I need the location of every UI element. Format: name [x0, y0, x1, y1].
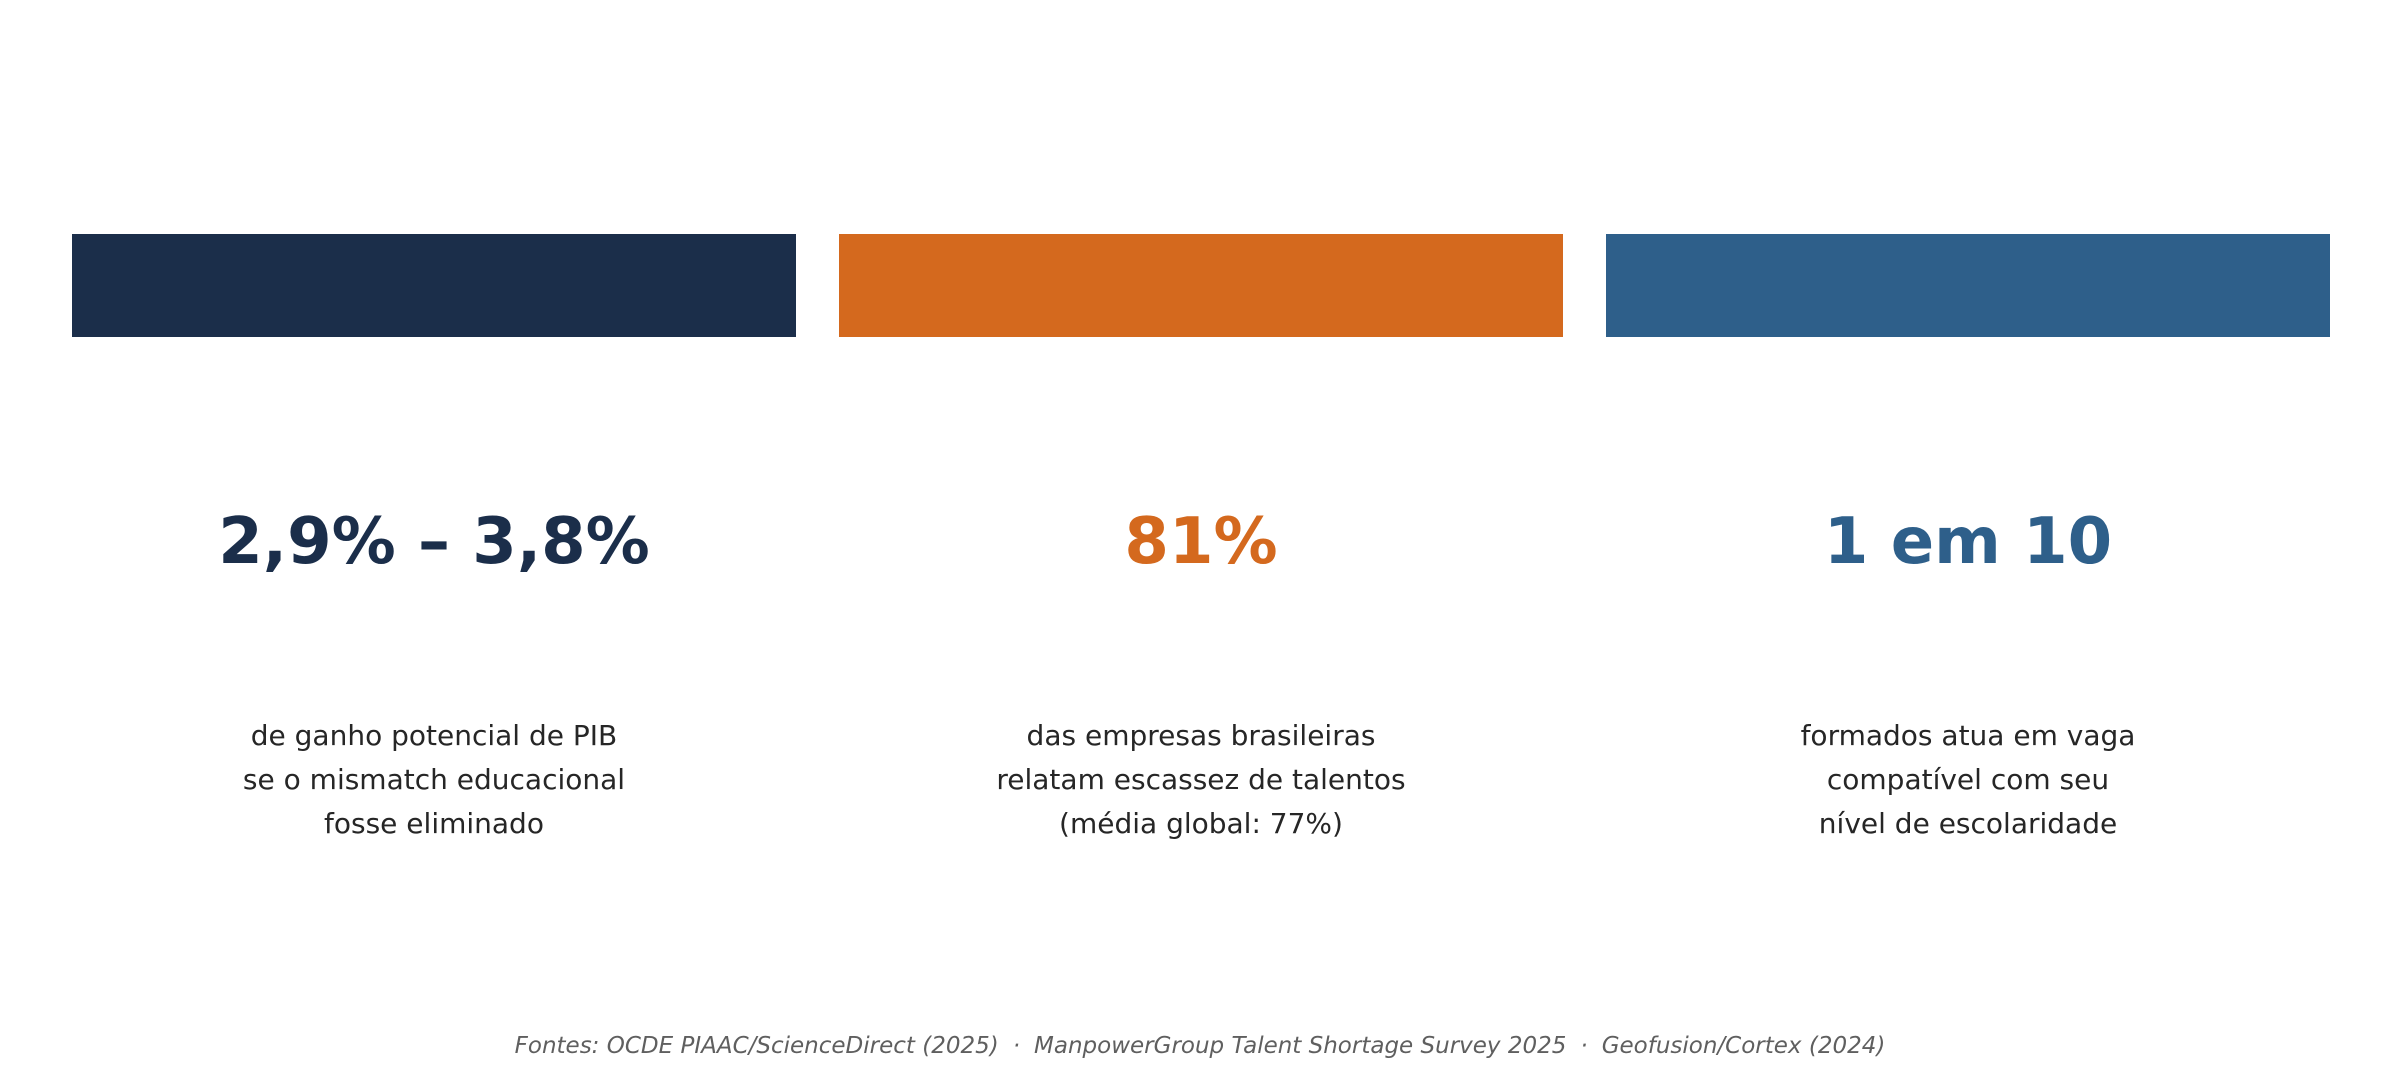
source-item: Geofusion/Cortex (2024): [1601, 1033, 1886, 1059]
description-line: das empresas brasileiras: [1026, 719, 1376, 752]
source-separator: ·: [1012, 1033, 1021, 1059]
source-item: OCDE PIAAC/ScienceDirect (2025): [606, 1033, 999, 1059]
description-line: formados atua em vaga: [1800, 719, 2136, 752]
color-bar: [1606, 234, 2330, 337]
description-line: (média global: 77%): [1059, 807, 1343, 840]
description-line: nível de escolaridade: [1818, 807, 2118, 840]
source-separator: ·: [1580, 1033, 1588, 1059]
stat-description: de ganho potencial de PIB se o mismatch …: [72, 714, 796, 846]
stat-value: 81%: [1124, 505, 1278, 579]
stat-description: formados atua em vaga compatível com seu…: [1606, 714, 2330, 846]
description-line: relatam escassez de talentos: [996, 763, 1406, 796]
stat-card-talent-shortage: 81% das empresas brasileiras relatam esc…: [839, 0, 1563, 1080]
source-item: ManpowerGroup Talent Shortage Survey 202…: [1034, 1033, 1567, 1059]
color-bar: [72, 234, 796, 337]
stat-description: das empresas brasileiras relatam escasse…: [839, 714, 1563, 846]
description-line: se o mismatch educacional: [242, 763, 626, 796]
description-line: compatível com seu: [1826, 763, 2110, 796]
sources-footer: Fontes: OCDE PIAAC/ScienceDirect (2025) ·…: [0, 1030, 2400, 1062]
description-line: fosse eliminado: [324, 807, 544, 840]
color-bar: [839, 234, 1563, 337]
stat-card-job-match: 1 em 10 formados atua em vaga compatível…: [1606, 0, 2330, 1080]
stat-value: 1 em 10: [1823, 505, 2113, 579]
stat-card-gdp: 2,9% – 3,8% de ganho potencial de PIB se…: [72, 0, 796, 1080]
stat-value: 2,9% – 3,8%: [218, 505, 650, 579]
sources-prefix: Fontes:: [514, 1033, 600, 1059]
description-line: de ganho potencial de PIB: [250, 719, 618, 752]
